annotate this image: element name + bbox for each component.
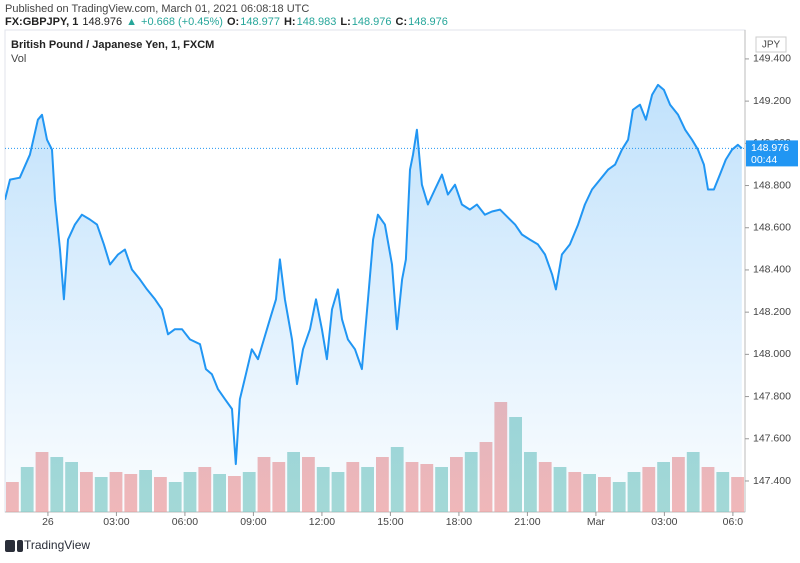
countdown: 00:44	[751, 154, 777, 166]
x-tick-label: 21:00	[514, 516, 540, 528]
arrow: ▲	[126, 16, 137, 28]
x-tick-label: 15:00	[377, 516, 403, 528]
symbol-header: FX:GBPJPY, 1 148.976 ▲ +0.668 (+0.45%) O: 148…	[5, 16, 448, 28]
last-price-box	[746, 140, 798, 167]
x-tick-label: 06:0	[723, 516, 744, 528]
x-tick-label: 26	[42, 516, 54, 528]
chart-title: British Pound / Japanese Yen, 1, FXCM	[11, 39, 214, 51]
x-tick-label: Mar	[587, 516, 606, 528]
y-tick-label: 147.600	[753, 433, 791, 445]
x-tick-label: 03:00	[103, 516, 129, 528]
x-tick-label: 06:00	[172, 516, 198, 528]
currency: JPY	[762, 40, 781, 51]
last: 148.976	[82, 16, 122, 28]
last-price-label: 148.976	[751, 142, 789, 154]
y-tick-label: 149.200	[753, 95, 791, 107]
x-tick-label: 12:00	[309, 516, 335, 528]
ohlc-value: 148.983	[297, 16, 337, 28]
y-tick-label: 148.600	[753, 222, 791, 234]
x-tick-label: 09:00	[240, 516, 266, 528]
ohlc-value: 148.977	[240, 16, 280, 28]
price-line	[5, 83, 743, 466]
axes: 147.400 147.600 147.800 148.000 148.200 148.4…	[5, 53, 798, 528]
ohlc-label: O:	[227, 16, 239, 28]
logo	[5, 540, 23, 552]
y-tick-label: 148.200	[753, 306, 791, 318]
x-tick-label: 18:00	[446, 516, 472, 528]
volume-label: Vol	[11, 53, 26, 65]
brand: TradingView	[24, 538, 90, 552]
ohlc-label: L:	[340, 16, 350, 28]
y-tick-label: 147.800	[753, 390, 791, 402]
y-tick-label: 148.000	[753, 348, 791, 360]
ohlc-label: C:	[396, 16, 408, 28]
area	[5, 84, 742, 512]
ohlc-value: 148.976	[408, 16, 448, 28]
currency-box	[755, 36, 787, 53]
published: Published on TradingView.com, March 01, …	[5, 3, 309, 15]
ohlc-label: H:	[284, 16, 296, 28]
y-tick-label: 148.800	[753, 179, 791, 191]
symbol: FX:GBPJPY, 1	[5, 16, 78, 28]
x-tick-label: 03:00	[651, 516, 677, 528]
ohlc-value: 148.976	[352, 16, 392, 28]
y-tick-label: 148.400	[753, 264, 791, 276]
plot	[5, 83, 744, 512]
change: +0.668 (+0.45%)	[141, 16, 223, 28]
y-tick-label: 147.400	[753, 475, 791, 487]
y-tick-label: 149.400	[753, 53, 791, 65]
